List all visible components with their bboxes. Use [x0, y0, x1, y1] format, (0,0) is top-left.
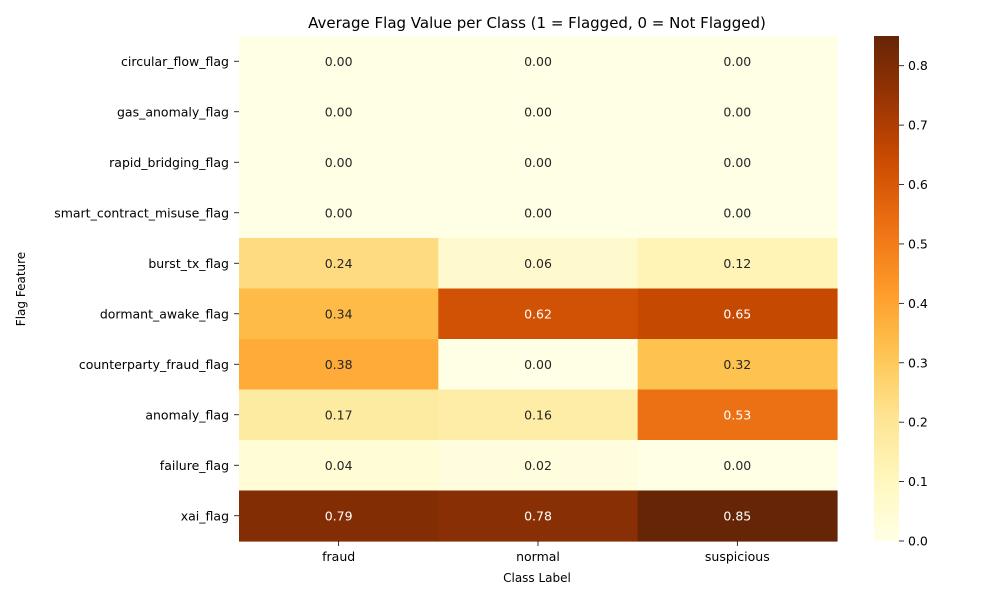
cell-value-label: 0.78 — [524, 508, 552, 523]
cell-value-label: 0.16 — [524, 407, 552, 422]
cell-value-label: 0.53 — [723, 407, 751, 422]
heatmap-cell — [637, 137, 838, 189]
y-tick-label: gas_anomaly_flag — [117, 104, 229, 119]
x-tick-label: fraud — [322, 549, 355, 564]
cell-value-label: 0.00 — [325, 54, 353, 69]
colorbar-tick-label: 0.1 — [908, 474, 928, 489]
heatmap-cell — [637, 86, 838, 138]
heatmap-cell — [637, 440, 838, 492]
cell-value-label: 0.00 — [524, 54, 552, 69]
heatmap-cell — [637, 238, 838, 290]
heatmap-cell — [438, 238, 639, 290]
x-tick-label: normal — [516, 549, 560, 564]
heatmap-cell — [637, 389, 838, 441]
x-tick-label: suspicious — [705, 549, 770, 564]
heatmap-cell — [239, 288, 439, 340]
heatmap-cell — [438, 187, 639, 239]
cell-value-label: 0.06 — [524, 256, 552, 271]
cell-value-label: 0.00 — [723, 205, 751, 220]
y-tick-label: failure_flag — [160, 458, 229, 473]
heatmap-cell — [239, 440, 439, 492]
cell-value-label: 0.00 — [524, 104, 552, 119]
cell-value-label: 0.00 — [723, 155, 751, 170]
heatmap-cell — [438, 440, 639, 492]
heatmap-cell — [637, 187, 838, 239]
x-tick-labels: fraud normal suspicious — [322, 541, 770, 564]
cell-value-label: 0.00 — [524, 357, 552, 372]
colorbar-tick-label: 0.2 — [908, 415, 928, 430]
cell-value-label: 0.12 — [723, 256, 751, 271]
heatmap-cell — [239, 86, 439, 138]
colorbar-tick-label: 0.4 — [908, 296, 928, 311]
heatmap-cell — [239, 137, 439, 189]
heatmap-cell — [239, 339, 439, 391]
heatmap-cell — [239, 187, 439, 239]
colorbar-tick-label: 0.6 — [908, 177, 928, 192]
cell-value-label: 0.62 — [524, 306, 552, 321]
cell-value-label: 0.85 — [723, 508, 751, 523]
cell-value-label: 0.00 — [723, 104, 751, 119]
cell-value-label: 0.00 — [723, 458, 751, 473]
y-tick-label: rapid_bridging_flag — [109, 155, 229, 170]
heatmap-cell — [239, 238, 439, 290]
cell-value-label: 0.00 — [723, 54, 751, 69]
y-tick-label: smart_contract_misuse_flag — [54, 205, 229, 220]
cell-value-label: 0.00 — [325, 155, 353, 170]
colorbar-tick-label: 0.7 — [908, 118, 928, 133]
colorbar-tick-label: 0.5 — [908, 236, 928, 251]
chart-title: Average Flag Value per Class (1 = Flagge… — [308, 14, 766, 32]
heatmap-cells — [239, 36, 838, 542]
x-axis-label: Class Label — [503, 571, 571, 585]
heatmap-cell — [637, 288, 838, 340]
cell-value-label: 0.38 — [325, 357, 353, 372]
cell-value-label: 0.65 — [723, 306, 751, 321]
cell-value-label: 0.00 — [325, 104, 353, 119]
heatmap-cell — [438, 288, 639, 340]
y-tick-label: burst_tx_flag — [148, 256, 229, 271]
cell-value-label: 0.32 — [723, 357, 751, 372]
y-tick-label: circular_flow_flag — [121, 54, 229, 69]
heatmap-cell — [438, 339, 639, 391]
cell-value-label: 0.00 — [325, 205, 353, 220]
colorbar: 0.0 0.1 0.2 0.3 0.4 0.5 0.6 0.7 0.8 — [874, 36, 928, 549]
colorbar-tick-label: 0.8 — [908, 58, 928, 73]
cell-value-label: 0.04 — [325, 458, 353, 473]
y-tick-label: anomaly_flag — [145, 407, 229, 422]
colorbar-tick-label: 0.3 — [908, 355, 928, 370]
cell-value-label: 0.00 — [524, 155, 552, 170]
heatmap-cell — [239, 389, 439, 441]
heatmap-cell-labels: 0.00 0.00 0.00 0.00 0.00 0.00 0.00 0.00 0.00 0.00… — [325, 54, 752, 524]
heatmap-cell — [637, 490, 838, 542]
y-tick-label: xai_flag — [181, 508, 229, 523]
heatmap-cell — [239, 490, 439, 542]
heatmap-cell — [438, 490, 639, 542]
cell-value-label: 0.34 — [325, 306, 353, 321]
cell-value-label: 0.79 — [325, 508, 353, 523]
y-tick-label: counterparty_fraud_flag — [79, 357, 229, 372]
colorbar-bar — [874, 36, 899, 541]
heatmap-cell — [438, 389, 639, 441]
heatmap-cell — [637, 36, 838, 88]
y-axis-label: Flag Feature — [14, 252, 28, 326]
cell-value-label: 0.17 — [325, 407, 353, 422]
y-tick-label: dormant_awake_flag — [100, 306, 229, 321]
y-tick-labels: circular_flow_flag gas_anomaly_flag rapid_… — [54, 54, 239, 523]
heatmap-cell — [438, 86, 639, 138]
heatmap-cell — [438, 36, 639, 88]
heatmap-cell — [637, 339, 838, 391]
heatmap-cell — [239, 36, 439, 88]
colorbar-tick-label: 0.0 — [908, 534, 928, 549]
cell-value-label: 0.02 — [524, 458, 552, 473]
cell-value-label: 0.00 — [524, 205, 552, 220]
heatmap-cell — [438, 137, 639, 189]
cell-value-label: 0.24 — [325, 256, 353, 271]
